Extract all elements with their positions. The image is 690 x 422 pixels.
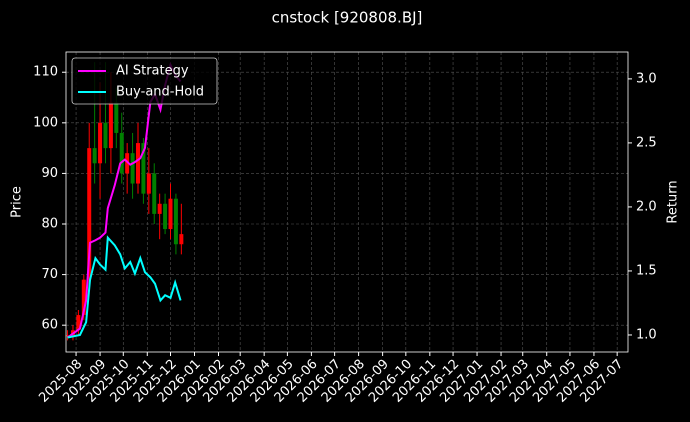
candle-body: [92, 148, 97, 164]
candle: [65, 330, 70, 341]
candle-body: [146, 173, 151, 194]
candle-body: [76, 315, 81, 331]
candle: [130, 132, 135, 199]
candle-body: [103, 122, 108, 149]
candle-body: [98, 122, 103, 164]
candle: [135, 122, 140, 194]
candle: [168, 183, 173, 240]
candle-body: [119, 132, 124, 174]
candle-body: [152, 173, 157, 214]
candle: [152, 163, 157, 225]
y2-tick-label: 2.0: [636, 199, 657, 214]
candle: [163, 193, 168, 235]
y-tick-label: 60: [41, 318, 58, 333]
legend-label: Buy-and-Hold: [116, 85, 204, 100]
candle-body: [157, 203, 162, 214]
y-tick-label: 70: [41, 267, 58, 282]
y2-tick-label: 2.5: [636, 135, 657, 150]
candle-body: [163, 203, 168, 230]
chart-title: cnstock [920808.BJ]: [272, 9, 423, 27]
candle: [76, 310, 81, 336]
candle-body: [81, 279, 86, 316]
candle-body: [125, 153, 130, 174]
candle: [125, 143, 130, 194]
y-axis-label: Price: [10, 186, 25, 218]
candle-body: [65, 335, 70, 337]
candle-body: [141, 143, 146, 194]
candle-body: [135, 143, 140, 184]
candle-body: [179, 234, 184, 245]
y2-tick-label: 1.0: [636, 327, 657, 342]
y2-tick-label: 3.0: [636, 71, 657, 86]
y-tick-label: 80: [41, 217, 58, 232]
candle-body: [108, 102, 113, 149]
candle: [179, 203, 184, 255]
candle: [141, 138, 146, 204]
y2-tick-label: 1.5: [636, 263, 657, 278]
candle: [119, 112, 124, 184]
y2-axis-label: Return: [666, 180, 681, 223]
candle-body: [114, 102, 119, 133]
legend-label: AI Strategy: [116, 64, 189, 79]
candle-body: [168, 198, 173, 230]
y-tick-label: 110: [33, 65, 58, 80]
candle: [157, 193, 162, 240]
candle: [173, 193, 178, 255]
line-series: [67, 235, 182, 339]
candle: [146, 148, 151, 214]
y-tick-label: 90: [41, 166, 58, 181]
candle-body: [87, 148, 92, 280]
legend-box: [71, 57, 218, 105]
candle-body: [173, 198, 178, 245]
plot-frame: [65, 51, 629, 353]
y-tick-label: 100: [33, 115, 58, 130]
candle-body: [130, 153, 135, 184]
